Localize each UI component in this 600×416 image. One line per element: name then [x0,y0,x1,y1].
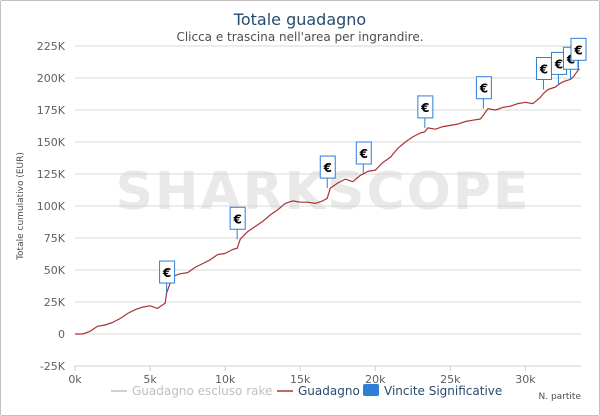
significant-win-flag[interactable]: € [229,206,246,240]
legend-square-symbol [363,384,379,396]
euro-icon: € [554,57,563,71]
x-tick-label: 5k [143,373,157,386]
euro-icon: € [573,43,582,57]
series-layer [75,68,580,335]
significant-win-flag[interactable]: € [475,76,492,109]
significant-win-flag[interactable]: € [570,37,587,71]
y-axis: -25K 0 25K 50K 75K 100K 125K 150K 175K 200K 225K [37,40,66,373]
y-tick-label: 150K [37,136,66,149]
y-tick-label: 225K [37,40,66,53]
y-tick-label: 200K [37,72,66,85]
euro-icon: € [420,101,429,115]
x-tick-label: 0k [68,373,82,386]
significant-win-flag[interactable]: € [535,57,552,90]
euro-icon: € [323,161,332,175]
euro-icon: € [479,82,488,96]
euro-icon: € [162,266,171,280]
y-tick-label: 75K [44,232,66,245]
y-tick-label: 25K [44,296,66,309]
y-tick-label: 0 [58,328,65,341]
significant-wins-layer: €€€€€€€€€€ [159,37,587,294]
x-tick-label: 20k [365,373,386,386]
euro-icon: € [539,63,548,77]
legend-label: Guadagno escluso rake [132,384,272,398]
significant-win-flag[interactable]: € [319,155,336,189]
x-axis-title: N. partite [539,392,582,402]
chart-subtitle: Clicca e trascina nell'area per ingrandi… [176,30,423,44]
significant-win-flag[interactable]: € [355,141,372,174]
x-tick-label: 10k [215,373,236,386]
x-axis: 0k 5k 10k 15k 20k 25k 30k [68,365,581,386]
x-tick-label: 15k [290,373,311,386]
y-axis-title: Totale cumulativo (EUR) [16,152,26,261]
x-tick-label: 25k [440,373,461,386]
legend-label: Vincite Significative [384,384,502,398]
gridlines [75,45,581,367]
y-tick-label: 100K [37,200,66,213]
significant-win-flag[interactable]: € [417,95,434,128]
euro-icon: € [359,147,368,161]
legend-item[interactable]: Guadagno [277,384,360,398]
x-tick-label: 30k [515,373,536,386]
legend-item[interactable]: Vincite Significative [363,384,502,398]
legend-label: Guadagno [298,384,360,398]
chart-title: Totale guadagno [233,10,366,29]
legend-item[interactable]: Guadagno escluso rake [111,384,272,398]
y-tick-label: 50K [44,264,66,277]
legend: Guadagno escluso rake Guadagno Vincite Sig… [111,384,502,398]
euro-icon: € [566,52,575,66]
significant-win-flag[interactable]: € [159,260,176,294]
y-tick-label: -25K [40,360,66,373]
series-line-guadagno[interactable] [75,68,580,335]
euro-icon: € [232,212,241,226]
y-tick-label: 175K [37,104,66,117]
y-tick-label: 125K [37,168,66,181]
